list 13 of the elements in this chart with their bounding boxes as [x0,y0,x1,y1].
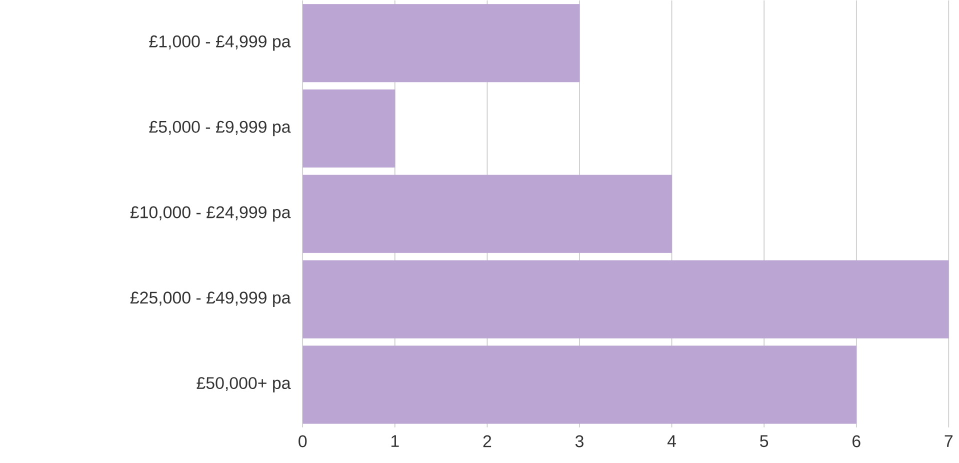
y-tick-label: £10,000 - £24,999 pa [130,206,291,222]
y-tick-label: £5,000 - £9,999 pa [149,120,291,136]
x-tick-label: 5 [760,435,768,447]
y-tick-label: £25,000 - £49,999 pa [130,292,291,307]
y-tick-label: £1,000 - £4,999 pa [149,35,291,51]
x-tick-label: 4 [667,435,676,447]
x-tick-label: 3 [575,435,584,448]
x-tick-label: 7 [944,435,953,447]
x-tick-label: 6 [852,435,860,448]
x-tick-label: 0 [298,435,307,448]
x-tick-label: 1 [392,435,399,447]
y-tick-label: £50,000+ pa [196,376,291,392]
x-tick-label: 2 [483,435,492,447]
